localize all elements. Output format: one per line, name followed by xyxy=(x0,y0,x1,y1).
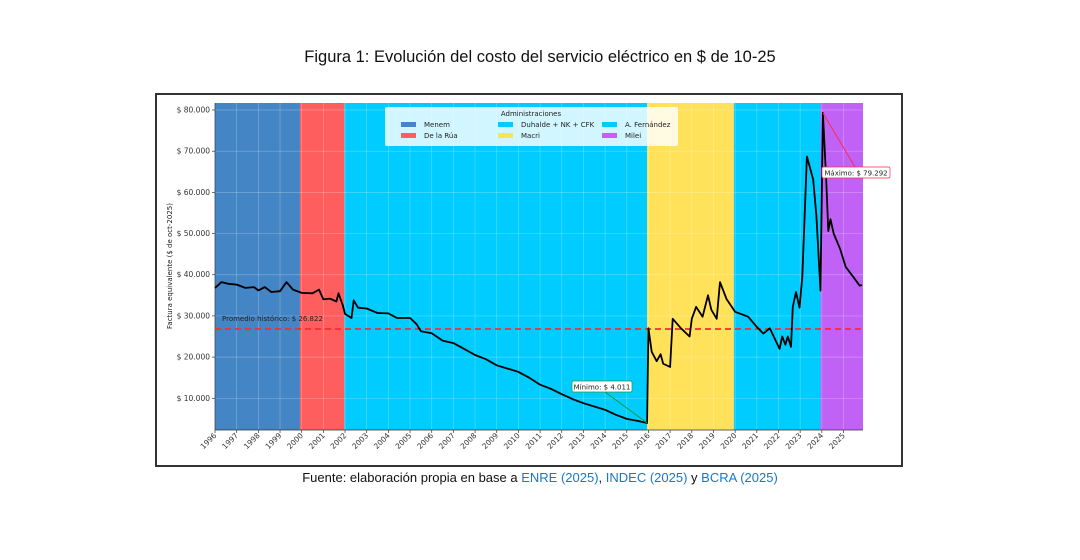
enre-year-link[interactable]: (2025) xyxy=(557,470,599,485)
source-sep: y xyxy=(687,470,702,485)
y-tick-label: $ 10.000 xyxy=(177,394,211,403)
legend-entry: Duhalde + NK + CFK xyxy=(521,121,595,129)
legend: Administraciones Menem De la Rúa Duhalde + … xyxy=(385,107,678,146)
legend-entry: Milei xyxy=(625,132,641,140)
legend-title: Administraciones xyxy=(501,110,562,118)
min-arrow xyxy=(604,391,648,424)
y-tick-label: $ 30.000 xyxy=(177,311,211,320)
y-tick-label: $ 80.000 xyxy=(177,106,211,115)
period-band xyxy=(647,103,734,430)
y-tick-label: $ 60.000 xyxy=(177,188,211,197)
legend-entry: De la Rúa xyxy=(424,132,458,140)
enre-link[interactable]: ENRE xyxy=(521,470,558,485)
source-note: Fuente: elaboración propia en base a ENR… xyxy=(0,470,1080,485)
y-tick-label: $ 20.000 xyxy=(177,353,211,362)
legend-swatch xyxy=(401,133,416,138)
indec-link[interactable]: INDEC xyxy=(605,470,647,485)
indec-year-link[interactable]: (2025) xyxy=(646,470,688,485)
max-arrow xyxy=(822,112,856,168)
legend-swatch xyxy=(401,122,416,127)
legend-entry: A. Fernández xyxy=(625,121,671,129)
series-line xyxy=(214,112,863,424)
legend-entry: Macri xyxy=(521,132,540,140)
period-band xyxy=(215,103,300,430)
y-tick-label: $ 40.000 xyxy=(177,270,211,279)
legend-entry: Menem xyxy=(424,121,450,129)
figure-title: Figura 1: Evolución del costo del servic… xyxy=(304,48,776,66)
min-label-box xyxy=(571,380,633,393)
legend-swatch xyxy=(602,133,617,138)
average-label: Promedio histórico: $ 26.822 xyxy=(222,315,323,323)
bcra-year-link[interactable]: (2025) xyxy=(736,470,778,485)
period-band xyxy=(299,103,345,430)
legend-swatch xyxy=(498,122,513,127)
source-sep: , xyxy=(598,470,606,485)
bcra-link[interactable]: BCRA xyxy=(701,470,737,485)
y-axis-label: Factura equivalente ($ de oct-2025) xyxy=(166,203,174,329)
max-label: Máximo: $ 79.292 xyxy=(824,170,887,178)
y-tick-label: $ 50.000 xyxy=(177,229,211,238)
max-label-box xyxy=(821,166,891,179)
legend-swatch xyxy=(602,122,617,127)
y-tick-label: $ 70.000 xyxy=(177,147,211,156)
min-label: Mínimo: $ 4.011 xyxy=(574,384,631,392)
period-band xyxy=(733,103,821,430)
period-band xyxy=(344,103,648,430)
legend-swatch xyxy=(498,133,513,138)
source-prefix: Fuente: elaboración propia en base a xyxy=(302,470,522,485)
period-band xyxy=(820,103,863,430)
